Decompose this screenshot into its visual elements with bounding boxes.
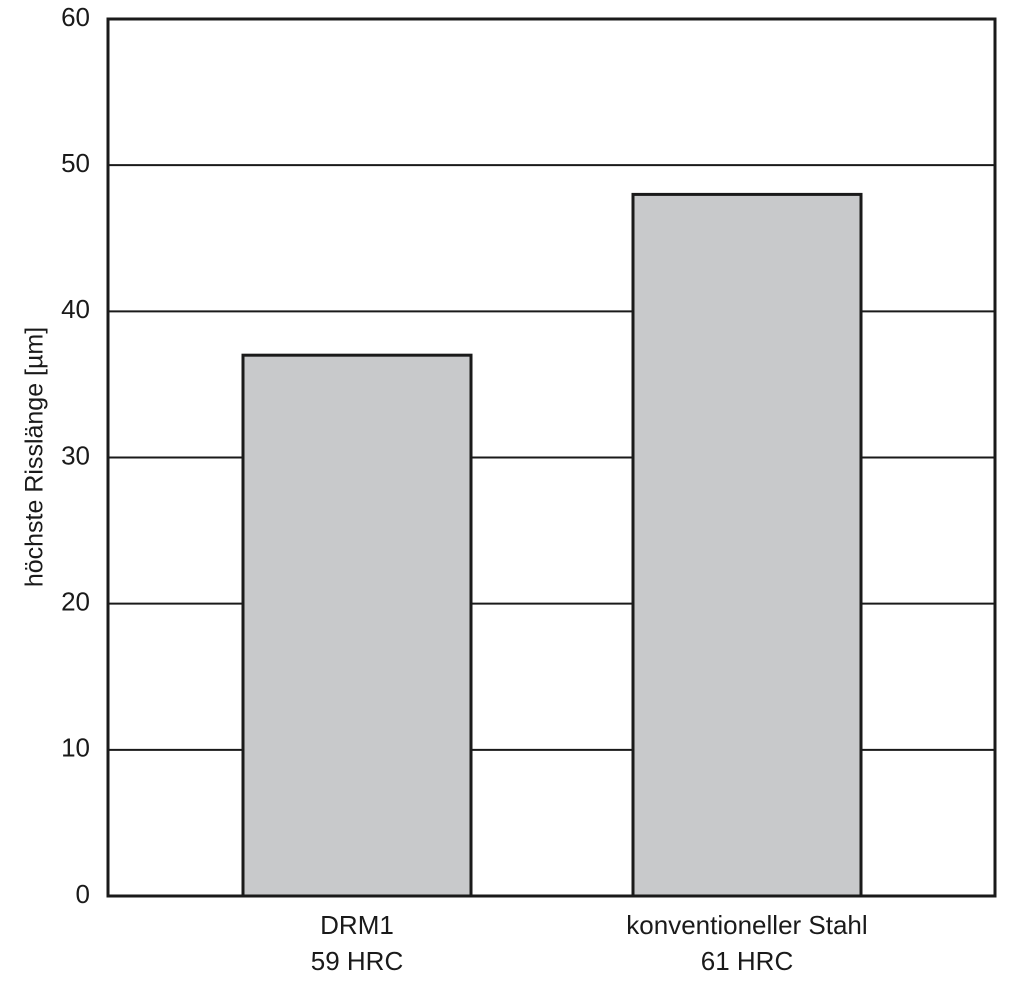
x-category-label-1-line-0: konventioneller Stahl	[626, 910, 867, 940]
y-tick-labels: 0 10 20 30 40 50 60	[61, 2, 90, 909]
y-tick-label-0: 0	[76, 879, 90, 909]
y-tick-label-20: 20	[61, 587, 90, 617]
y-tick-label-50: 50	[61, 148, 90, 178]
plot-frame	[106, 17, 997, 898]
bar-1	[631, 192, 863, 898]
y-tick-label-10: 10	[61, 733, 90, 763]
x-category-label-0-line-0: DRM1	[320, 910, 394, 940]
x-category-labels: DRM1 59 HRC konventioneller Stahl 61 HRC	[311, 910, 868, 976]
y-tick-label-40: 40	[61, 294, 90, 324]
y-tick-label-60: 60	[61, 2, 90, 32]
bar-0	[241, 353, 473, 898]
y-tick-label-30: 30	[61, 440, 90, 470]
x-category-label-0-line-1: 59 HRC	[311, 946, 403, 976]
bars	[241, 192, 863, 898]
x-category-label-1-line-1: 61 HRC	[701, 946, 793, 976]
y-axis-label: höchste Risslänge [µm]	[21, 327, 49, 587]
